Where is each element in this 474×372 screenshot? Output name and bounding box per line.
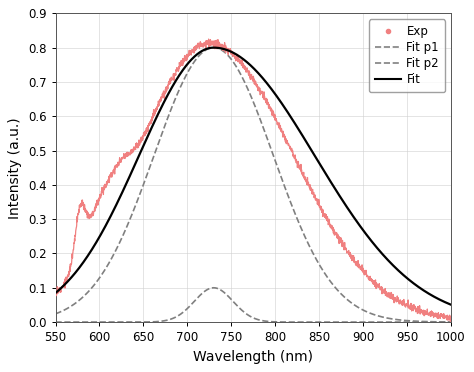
Exp [206, 37, 211, 41]
Fit [235, 53, 240, 57]
Exp [73, 229, 79, 233]
Fit p1 [245, 87, 251, 92]
X-axis label: Wavelength (nm): Wavelength (nm) [193, 350, 313, 364]
Exp [437, 315, 442, 319]
Line: Exp: Exp [55, 39, 451, 322]
Fit p2 [211, 286, 217, 290]
Fit [245, 61, 251, 65]
Fit [364, 233, 370, 238]
Fit p1 [437, 320, 442, 324]
Fit p2 [73, 320, 79, 324]
Exp [245, 70, 251, 74]
Fit p2 [437, 320, 442, 324]
Fit p2 [448, 320, 454, 324]
Line: Fit p2: Fit p2 [55, 288, 451, 322]
Fit p1 [211, 45, 217, 50]
Line: Fit p1: Fit p1 [55, 48, 451, 322]
Legend: Exp, Fit p1, Fit p2, Fit: Exp, Fit p1, Fit p2, Fit [369, 19, 445, 92]
Fit p2 [53, 320, 58, 324]
Exp [235, 57, 240, 61]
Fit [437, 297, 442, 302]
Exp [447, 320, 453, 324]
Exp [364, 273, 370, 278]
Exp [437, 314, 442, 319]
Fit p2 [437, 320, 442, 324]
Exp [448, 317, 454, 321]
Fit p2 [245, 313, 251, 317]
Exp [53, 290, 58, 295]
Fit [53, 291, 58, 295]
Fit p1 [437, 320, 442, 324]
Fit p1 [235, 66, 240, 71]
Fit p1 [53, 312, 58, 316]
Fit [448, 302, 454, 307]
Y-axis label: Intensity (a.u.): Intensity (a.u.) [9, 117, 22, 218]
Fit p1 [364, 310, 370, 314]
Fit p2 [235, 304, 240, 308]
Line: Fit: Fit [55, 48, 451, 305]
Fit p1 [448, 320, 454, 324]
Fit [211, 45, 217, 50]
Fit p2 [364, 320, 370, 324]
Fit p1 [73, 301, 79, 305]
Fit [73, 270, 79, 275]
Fit [437, 297, 442, 302]
